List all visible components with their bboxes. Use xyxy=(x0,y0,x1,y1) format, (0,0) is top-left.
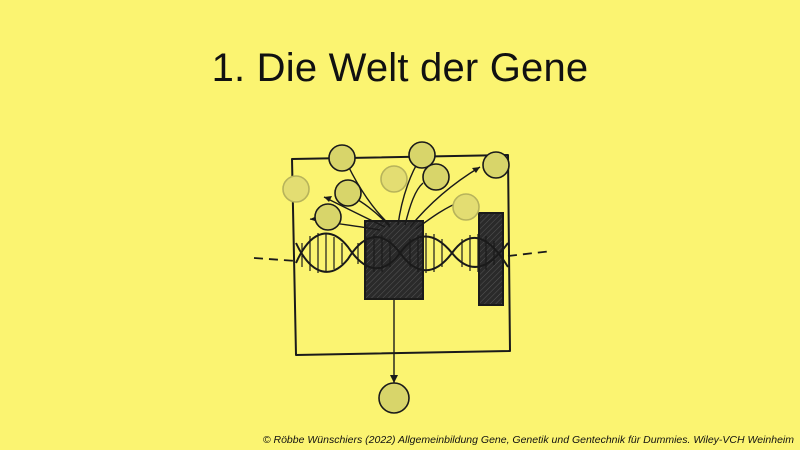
protein-3 xyxy=(482,151,510,179)
protein-1 xyxy=(328,144,356,172)
gene-block-2 xyxy=(478,212,504,306)
dna-dash-right xyxy=(507,250,553,257)
cell-outline xyxy=(291,154,511,356)
protein-6 xyxy=(380,165,408,193)
gene-illustration xyxy=(253,141,553,414)
protein-8 xyxy=(314,203,342,231)
protein-secreted xyxy=(378,382,410,414)
dna-dash-left xyxy=(253,257,297,262)
protein-7 xyxy=(422,163,450,191)
protein-2 xyxy=(408,141,436,169)
copyright-notice: © Röbbe Wünschiers (2022) Allgemeinbildu… xyxy=(262,434,794,446)
slide-title: 1. Die Welt der Gene xyxy=(211,46,589,90)
protein-5 xyxy=(334,179,362,207)
protein-9 xyxy=(452,193,480,221)
dna-helix xyxy=(295,232,509,273)
protein-molecules xyxy=(282,141,510,414)
protein-4 xyxy=(282,175,310,203)
dna-rungs xyxy=(301,233,495,273)
